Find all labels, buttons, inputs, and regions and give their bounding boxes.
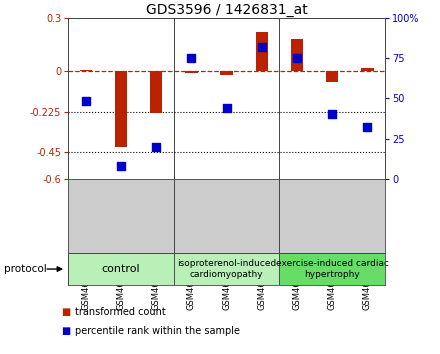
Bar (68, 253, 174, 285)
Point (329, 112, 336, 117)
Text: transformed count: transformed count (75, 307, 165, 316)
Point (223, 105, 230, 111)
Bar (150, 72, 162, 113)
Point (82, 99, 89, 104)
Bar (220, 72, 233, 75)
Bar (115, 72, 127, 147)
Bar (361, 68, 374, 72)
Bar (80, 70, 92, 72)
Point (153, 144, 160, 149)
Point (117, 163, 125, 169)
Title: GDS3596 / 1426831_at: GDS3596 / 1426831_at (146, 3, 308, 17)
Point (293, 55, 301, 61)
Bar (174, 253, 279, 285)
Text: control: control (102, 264, 140, 274)
Text: exercise-induced cardiac
hypertrophy: exercise-induced cardiac hypertrophy (276, 259, 389, 279)
Bar (185, 72, 198, 73)
Bar (256, 32, 268, 72)
Text: protocol: protocol (4, 264, 47, 274)
Text: ■: ■ (62, 326, 71, 336)
Text: percentile rank within the sample: percentile rank within the sample (75, 326, 240, 336)
Text: isoproterenol-induced
cardiomyopathy: isoproterenol-induced cardiomyopathy (177, 259, 276, 279)
Point (188, 55, 195, 61)
Bar (291, 39, 303, 72)
Text: ■: ■ (62, 307, 71, 316)
Point (258, 44, 265, 50)
Bar (279, 253, 385, 285)
Point (364, 124, 371, 130)
Bar (326, 72, 338, 82)
